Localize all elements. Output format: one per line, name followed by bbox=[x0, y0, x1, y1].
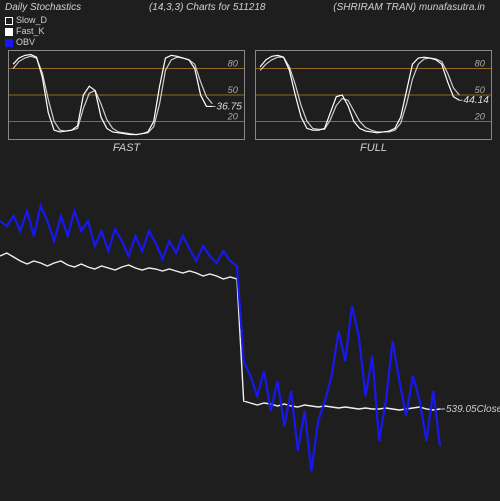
legend-slow-d: Slow_D bbox=[5, 15, 495, 26]
legend-box-fast-k bbox=[5, 28, 13, 36]
legend-label-fast-k: Fast_K bbox=[16, 26, 45, 37]
legend-box-obv bbox=[5, 39, 13, 47]
header-center: (14,3,3) Charts for 511218 bbox=[149, 2, 266, 13]
panel-fast-wrap: 20 50 80 36.75 FAST bbox=[8, 50, 245, 154]
chart-header: Daily Stochastics (14,3,3) Charts for 51… bbox=[0, 0, 500, 15]
svg-text:80: 80 bbox=[228, 59, 238, 69]
panel-full-wrap: 20 50 80 44.14 FULL bbox=[255, 50, 492, 154]
svg-text:539.05Close: 539.05Close bbox=[446, 404, 500, 415]
main-chart: 539.05Close bbox=[0, 161, 500, 501]
header-right: (SHRIRAM TRAN) munafasutra.in bbox=[333, 2, 485, 13]
legend-fast-k: Fast_K bbox=[5, 26, 495, 37]
legend-box-slow-d bbox=[5, 17, 13, 25]
panel-full: 20 50 80 44.14 bbox=[255, 50, 492, 140]
legend-obv: OBV bbox=[5, 37, 495, 48]
svg-text:44.14: 44.14 bbox=[463, 95, 489, 106]
svg-text:50: 50 bbox=[475, 85, 485, 95]
panel-full-label: FULL bbox=[255, 142, 492, 154]
header-left: Daily Stochastics bbox=[5, 2, 81, 13]
legend-label-slow-d: Slow_D bbox=[16, 15, 47, 26]
legend: Slow_D Fast_K OBV bbox=[0, 15, 500, 48]
svg-text:20: 20 bbox=[227, 112, 238, 122]
svg-text:80: 80 bbox=[475, 59, 485, 69]
stochastic-panels: 20 50 80 36.75 FAST 20 50 80 44.14 FULL bbox=[0, 48, 500, 156]
panel-fast: 20 50 80 36.75 bbox=[8, 50, 245, 140]
panel-fast-label: FAST bbox=[8, 142, 245, 154]
legend-label-obv: OBV bbox=[16, 37, 35, 48]
svg-text:20: 20 bbox=[474, 112, 485, 122]
svg-text:36.75: 36.75 bbox=[216, 102, 242, 113]
svg-text:50: 50 bbox=[228, 85, 238, 95]
